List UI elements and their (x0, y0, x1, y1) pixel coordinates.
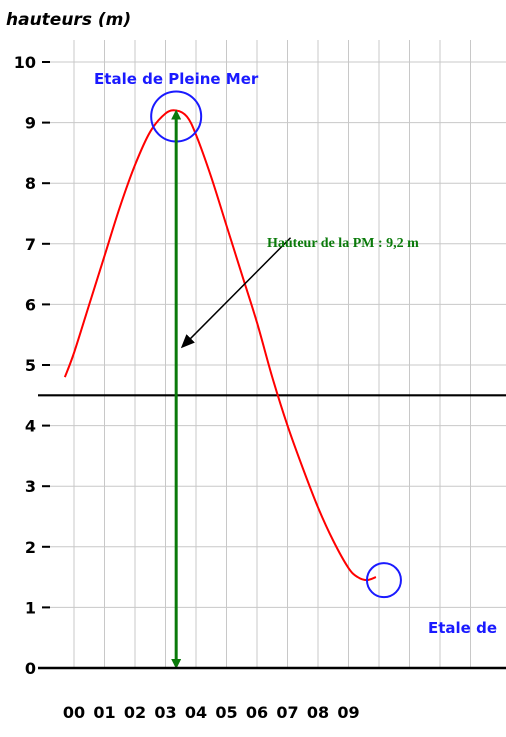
high-water-label: Etale de Pleine Mer (94, 70, 259, 88)
y-tick-label: 2 (25, 538, 36, 557)
x-tick-label: 02 (124, 703, 146, 722)
x-tick-label: 04 (185, 703, 207, 722)
y-tick-label: 7 (25, 235, 36, 254)
y-tick-label: 9 (25, 114, 36, 133)
x-tick-label: 05 (215, 703, 237, 722)
height-label: Hauteur de la PM : 9,2 m (267, 236, 419, 251)
x-tick-label: 07 (276, 703, 298, 722)
low-water-circle (365, 562, 402, 599)
y-tick-label: 0 (25, 659, 36, 678)
y-tick-label: 5 (25, 356, 36, 375)
y-tick-label: 10 (14, 53, 36, 72)
x-tick-label: 09 (337, 703, 359, 722)
y-axis-title: hauteurs (m) (6, 10, 131, 30)
x-tick-label: 08 (307, 703, 329, 722)
x-tick-label: 01 (93, 703, 115, 722)
low-water-label: Etale de (428, 619, 497, 637)
tide-series-line (63, 109, 377, 582)
x-tick-label: 03 (154, 703, 176, 722)
y-tick-label: 8 (25, 174, 36, 193)
annotations: Etale de Pleine Mer Etale de Hauteur de la… (94, 70, 497, 669)
y-tick-label: 1 (25, 598, 36, 617)
y-tick-label: 6 (25, 295, 36, 314)
y-tick-label: 3 (25, 477, 36, 496)
grid (50, 40, 506, 668)
x-tick-label: 00 (63, 703, 85, 722)
tide-curve (63, 109, 377, 582)
pointer-arrow (180, 237, 292, 349)
y-tick-label: 4 (25, 417, 36, 436)
x-tick-label: 06 (246, 703, 268, 722)
